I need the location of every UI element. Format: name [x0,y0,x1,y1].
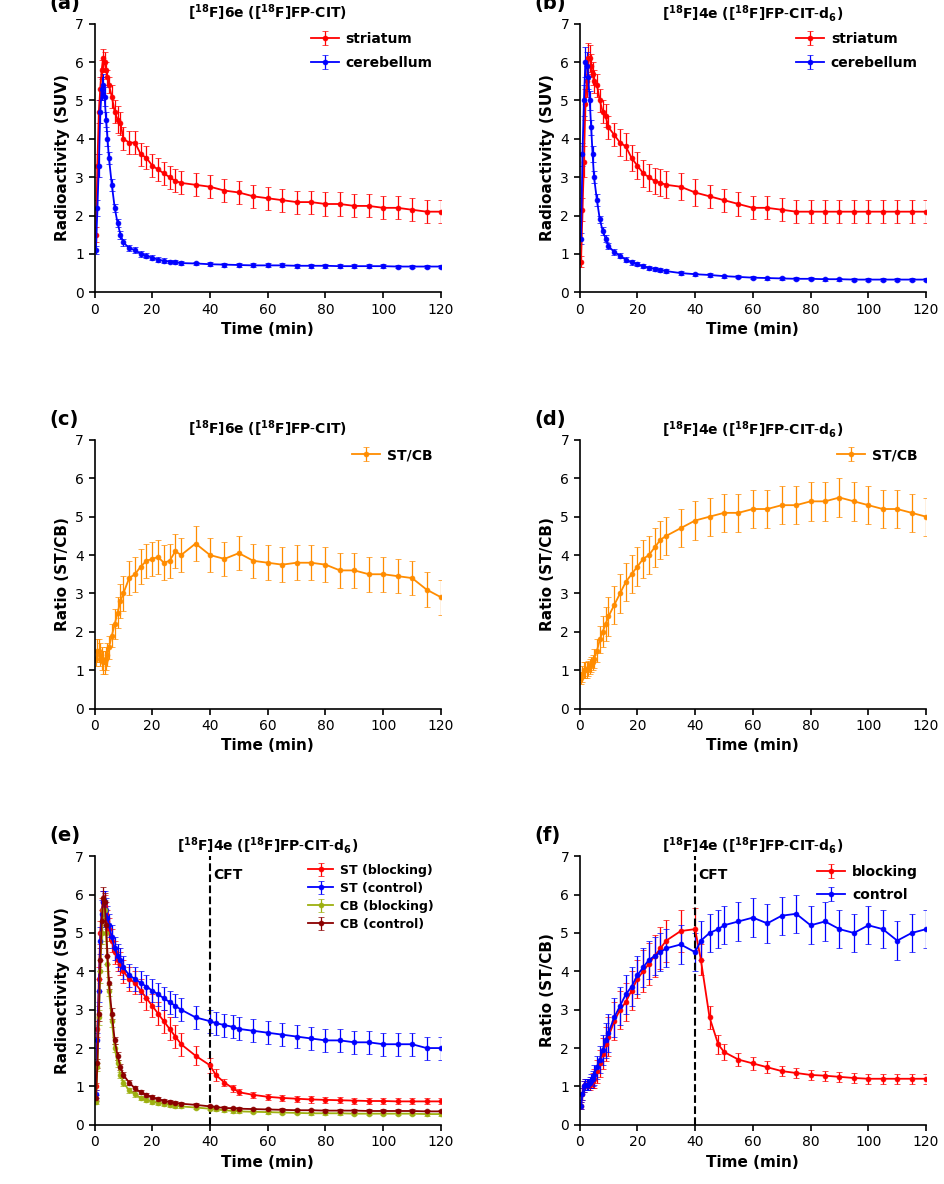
Text: (d): (d) [534,410,565,430]
Text: (f): (f) [534,826,560,845]
Legend: ST/CB: ST/CB [350,446,433,464]
Y-axis label: Ratio (ST/CB): Ratio (ST/CB) [539,517,554,631]
Title: $\mathbf{[^{18}F]4e\ ([^{18}F]FP\text{-}CIT\text{-}d_6)}$: $\mathbf{[^{18}F]4e\ ([^{18}F]FP\text{-}… [662,419,843,439]
X-axis label: Time (min): Time (min) [706,1154,799,1170]
Title: $\mathbf{[^{18}F]4e\ ([^{18}F]FP\text{-}CIT\text{-}d_6)}$: $\mathbf{[^{18}F]4e\ ([^{18}F]FP\text{-}… [662,835,843,856]
Legend: ST (blocking), ST (control), CB (blocking), CB (control): ST (blocking), ST (control), CB (blockin… [307,862,434,932]
Text: CFT: CFT [698,868,727,882]
Title: $\mathbf{[^{18}F]6e\ ([^{18}F]FP\text{-}CIT)}$: $\mathbf{[^{18}F]6e\ ([^{18}F]FP\text{-}… [188,419,346,439]
X-axis label: Time (min): Time (min) [706,739,799,753]
Y-axis label: Ratio (ST/CB): Ratio (ST/CB) [55,517,70,631]
Text: (a): (a) [49,0,80,13]
Title: $\mathbf{[^{18}F]4e\ ([^{18}F]FP\text{-}CIT\text{-}d_6)}$: $\mathbf{[^{18}F]4e\ ([^{18}F]FP\text{-}… [662,2,843,24]
Y-axis label: Radioactivity (SUV): Radioactivity (SUV) [539,75,554,242]
Text: (c): (c) [49,410,78,430]
Legend: blocking, control: blocking, control [815,863,919,903]
Text: (b): (b) [534,0,565,13]
Y-axis label: Radioactivity (SUV): Radioactivity (SUV) [55,75,70,242]
Legend: ST/CB: ST/CB [835,446,919,464]
X-axis label: Time (min): Time (min) [221,1154,313,1170]
Title: $\mathbf{[^{18}F]4e\ ([^{18}F]FP\text{-}CIT\text{-}d_6)}$: $\mathbf{[^{18}F]4e\ ([^{18}F]FP\text{-}… [177,835,358,856]
Y-axis label: Radioactivity (SUV): Radioactivity (SUV) [55,907,70,1074]
Legend: striatum, cerebellum: striatum, cerebellum [794,31,919,71]
Y-axis label: Ratio (ST/CB): Ratio (ST/CB) [539,933,554,1048]
X-axis label: Time (min): Time (min) [221,322,313,337]
Legend: striatum, cerebellum: striatum, cerebellum [310,31,433,71]
X-axis label: Time (min): Time (min) [221,739,313,753]
Text: CFT: CFT [212,868,242,882]
Text: (e): (e) [49,826,80,845]
Title: $\mathbf{[^{18}F]6e\ ([^{18}F]FP\text{-}CIT)}$: $\mathbf{[^{18}F]6e\ ([^{18}F]FP\text{-}… [188,2,346,24]
X-axis label: Time (min): Time (min) [706,322,799,337]
